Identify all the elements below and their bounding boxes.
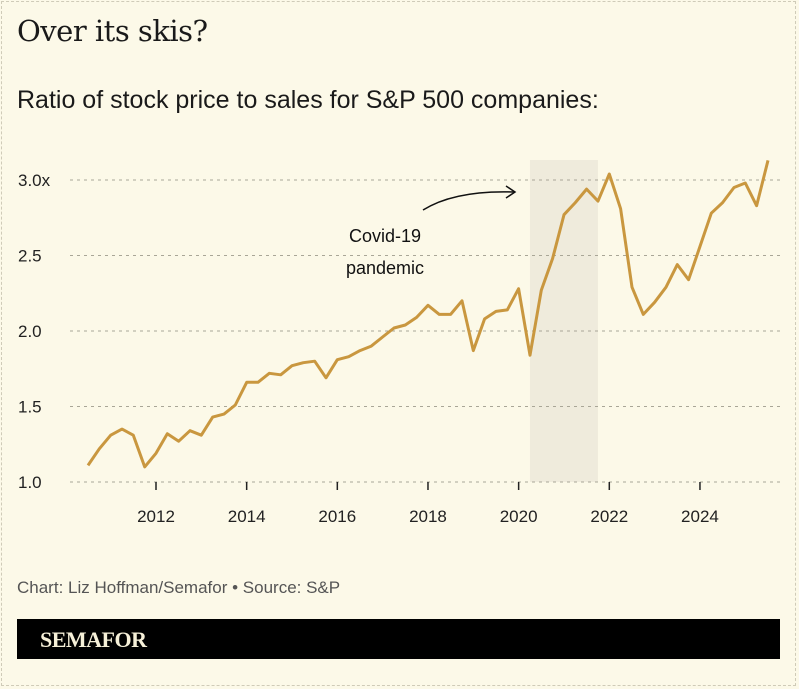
brand-footer: SEMAFOR (17, 619, 780, 659)
arrow-head-icon (505, 185, 517, 199)
y-tick-label: 1.0 (18, 473, 42, 492)
y-tick-label: 2.0 (18, 322, 42, 341)
annotation-line-1: Covid-19 (349, 226, 421, 246)
price-to-sales-line (86, 160, 770, 469)
line-chart: 1.0 1.5 2.0 2.5 3.0x 2012 2014 2016 2018 2020 202… (18, 160, 782, 526)
y-tick-label: 3.0x (18, 171, 51, 190)
x-tick-label: 2014 (228, 507, 266, 526)
chart-source: Chart: Liz Hoffman/Semafor • Source: S&P (17, 578, 341, 597)
annotation-arrow (422, 191, 515, 211)
semafor-logo: SEMAFOR (40, 627, 147, 652)
x-tick-label: 2016 (318, 507, 356, 526)
annotation-line-2: pandemic (346, 258, 424, 278)
x-tick-label: 2018 (409, 507, 447, 526)
y-tick-label: 2.5 (18, 247, 42, 266)
chart-subtitle: Ratio of stock price to sales for S&P 50… (17, 86, 599, 114)
chart-title: Over its skis? (17, 14, 208, 48)
x-tick-label: 2022 (590, 507, 628, 526)
x-tick-label: 2024 (681, 507, 719, 526)
x-tick-label: 2020 (500, 507, 538, 526)
x-tick-label: 2012 (137, 507, 175, 526)
covid-shaded-region (529, 160, 598, 482)
y-tick-label: 1.5 (18, 398, 42, 417)
